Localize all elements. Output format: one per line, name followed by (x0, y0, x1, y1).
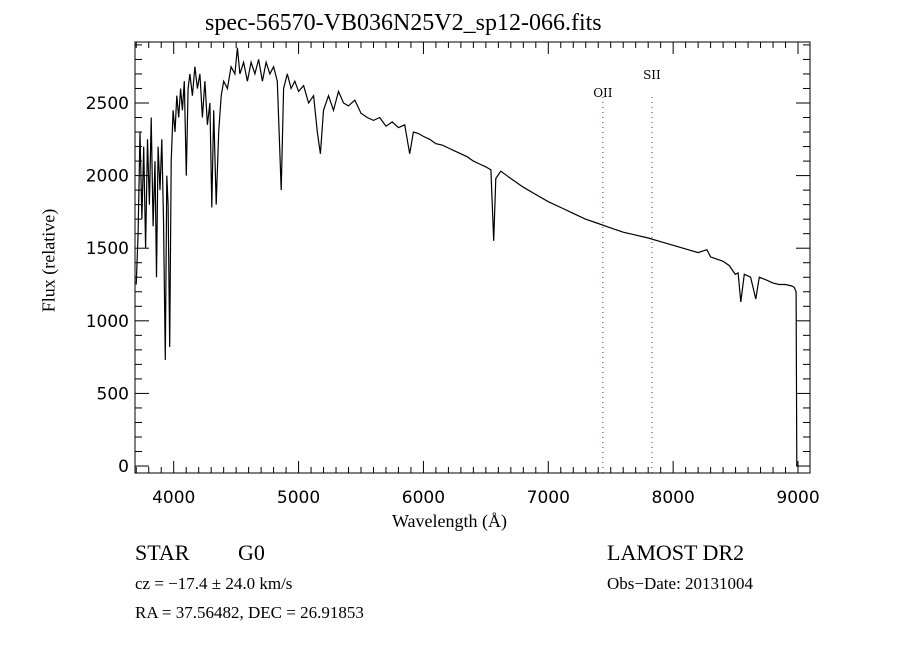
object-class: STAR (135, 540, 190, 565)
x-tick-label: 4000 (152, 488, 195, 508)
spectrum-line (135, 47, 798, 467)
y-tick-label: 1500 (86, 239, 129, 259)
y-tick-label: 2000 (86, 167, 129, 187)
y-tick-label: 2500 (86, 94, 129, 114)
radec-text: RA = 37.56482, DEC = 26.91853 (135, 603, 364, 622)
y-axis-label: Flux (relative) (38, 208, 59, 313)
plot-frame (134, 41, 811, 474)
survey-name: LAMOST DR2 (607, 540, 745, 565)
subclass: G0 (238, 540, 265, 565)
y-tick-label: 0 (118, 457, 129, 477)
x-tick-label: 5000 (277, 488, 320, 508)
x-axis-label: Wavelength (Å) (392, 511, 508, 531)
redshift-text: cz = −17.4 ± 24.0 km/s (135, 574, 293, 593)
x-tick-label: 8000 (652, 488, 695, 508)
x-tick-label: 7000 (527, 488, 570, 508)
x-tick-label: 6000 (402, 488, 445, 508)
obs-date: Obs−Date: 20131004 (607, 574, 754, 593)
emission-line-label: OII (593, 86, 613, 100)
y-tick-label: 1000 (86, 312, 129, 332)
emission-line-label: SII (643, 68, 661, 82)
x-tick-label: 9000 (776, 488, 819, 508)
chart-title: spec-56570-VB036N25V2_sp12-066.fits (205, 10, 602, 36)
y-tick-label: 500 (97, 384, 129, 404)
